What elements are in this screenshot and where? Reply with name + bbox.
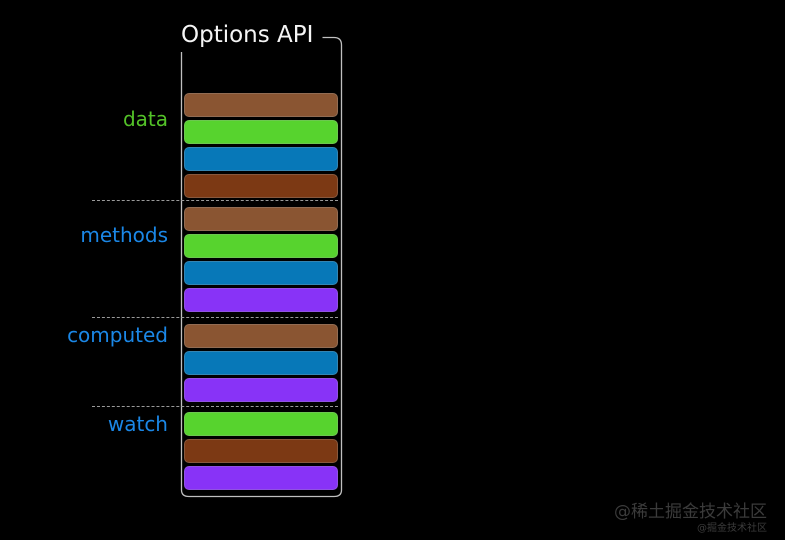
code-block-data-green — [184, 120, 338, 144]
code-block-methods-blue — [184, 261, 338, 285]
code-block-data-blue — [184, 147, 338, 171]
watermark-line2: @掘金技术社区 — [697, 523, 767, 534]
section-divider — [92, 406, 338, 407]
section-label-watch: watch — [107, 412, 168, 436]
code-block-data-brown — [184, 93, 338, 117]
code-block-watch-green — [184, 412, 338, 436]
section-label-data: data — [122, 107, 168, 131]
diagram-title: Options API — [181, 22, 314, 48]
section-label-computed: computed — [67, 323, 168, 347]
watermark-line1: @稀土掘金技术社区 — [614, 502, 767, 523]
watermark: @稀土掘金技术社区 @掘金技术社区 — [614, 503, 767, 534]
code-block-methods-green — [184, 234, 338, 258]
code-block-computed-purple — [184, 378, 338, 402]
code-block-watch-purple — [184, 466, 338, 490]
code-block-watch-darkred — [184, 439, 338, 463]
code-block-computed-blue — [184, 351, 338, 375]
code-block-methods-purple — [184, 288, 338, 312]
section-divider — [92, 317, 338, 318]
code-block-methods-brown — [184, 207, 338, 231]
code-block-data-darkred — [184, 174, 338, 198]
section-label-methods: methods — [80, 223, 168, 247]
section-divider — [92, 200, 338, 201]
code-block-computed-brown — [184, 324, 338, 348]
